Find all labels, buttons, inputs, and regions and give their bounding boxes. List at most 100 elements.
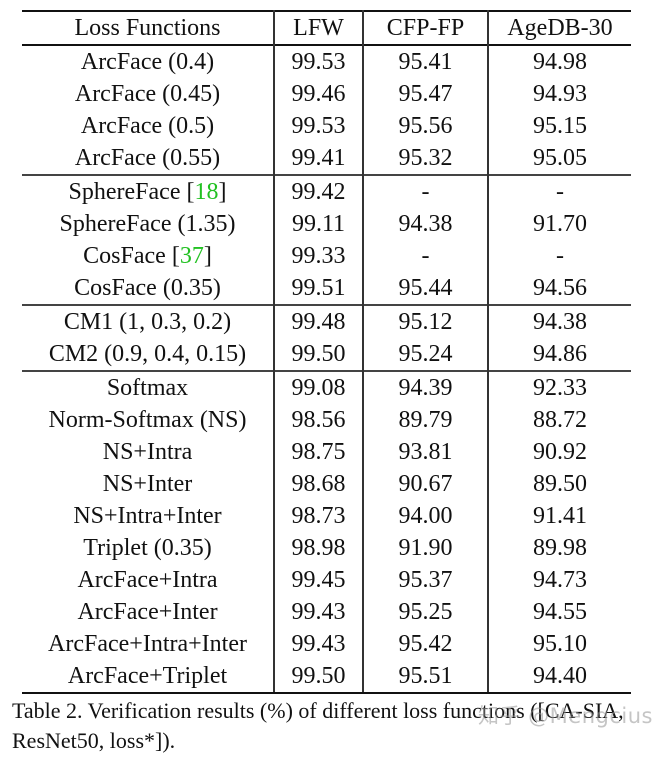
cell-lfw: 99.41 bbox=[273, 142, 363, 175]
cell-loss-function: ArcFace+Intra bbox=[22, 564, 274, 596]
cell-lfw: 98.56 bbox=[273, 404, 363, 436]
table-row: CM1 (1, 0.3, 0.2) 99.48 95.12 94.38 bbox=[22, 304, 631, 338]
table-row: ArcFace+Intra+Inter 99.43 95.42 95.10 bbox=[22, 628, 631, 660]
cell-agedb-30: 90.92 bbox=[487, 436, 631, 468]
cell-loss-function: ArcFace (0.4) bbox=[22, 45, 274, 78]
cell-lfw: 99.11 bbox=[273, 208, 363, 240]
cell-agedb-30: 91.70 bbox=[487, 208, 631, 240]
cell-agedb-30: 95.15 bbox=[487, 110, 631, 142]
cell-cfp-fp: 95.47 bbox=[362, 78, 488, 110]
cell-cfp-fp: 94.00 bbox=[362, 500, 488, 532]
cell-cfp-fp: 95.12 bbox=[362, 304, 488, 338]
cell-cfp-fp: 95.32 bbox=[362, 142, 488, 175]
cell-cfp-fp: 95.44 bbox=[362, 272, 488, 305]
loss-name: ArcFace+Intra+Inter bbox=[48, 631, 247, 657]
cell-loss-function: NS+Intra bbox=[22, 436, 274, 468]
loss-name: ArcFace (0.45) bbox=[74, 81, 221, 107]
cell-cfp-fp: 89.79 bbox=[362, 404, 488, 436]
cell-agedb-30: 94.55 bbox=[487, 596, 631, 628]
table-row: ArcFace (0.55) 99.41 95.32 95.05 bbox=[22, 142, 631, 175]
cell-agedb-30: 94.98 bbox=[487, 45, 631, 78]
cell-lfw: 99.53 bbox=[273, 110, 363, 142]
cell-lfw: 99.45 bbox=[273, 564, 363, 596]
cell-agedb-30: 88.72 bbox=[487, 404, 631, 436]
table-row: Triplet (0.35) 98.98 91.90 89.98 bbox=[22, 532, 631, 564]
cell-agedb-30: 91.41 bbox=[487, 500, 631, 532]
loss-name: NS+Intra bbox=[102, 439, 193, 465]
watermark: 知乎 @Mengcius bbox=[478, 704, 653, 728]
cell-agedb-30: 94.38 bbox=[487, 304, 631, 338]
cell-cfp-fp: 95.51 bbox=[362, 660, 488, 694]
cell-cfp-fp: 95.24 bbox=[362, 338, 488, 371]
table-caption: Table 2. Verification results (%) of dif… bbox=[12, 698, 624, 753]
cell-agedb-30: 94.86 bbox=[487, 338, 631, 371]
results-table: Loss Functions LFW CFP-FP AgeDB-30 ArcFa… bbox=[22, 10, 631, 694]
loss-name: SphereFace (1.35) bbox=[59, 211, 236, 237]
cell-loss-function: Triplet (0.35) bbox=[22, 532, 274, 564]
header-loss-functions: Loss Functions bbox=[74, 15, 221, 41]
loss-name: ArcFace (0.5) bbox=[80, 113, 215, 139]
table-row: Softmax 99.08 94.39 92.33 bbox=[22, 370, 631, 404]
cell-lfw: 98.98 bbox=[273, 532, 363, 564]
header-cfp-fp: CFP-FP bbox=[362, 11, 488, 45]
cell-cfp-fp: 95.41 bbox=[362, 45, 488, 78]
table-row: ArcFace (0.5) 99.53 95.56 95.15 bbox=[22, 110, 631, 142]
loss-name: NS+Inter bbox=[102, 471, 193, 497]
cell-lfw: 98.75 bbox=[273, 436, 363, 468]
cell-cfp-fp: 94.39 bbox=[362, 370, 488, 404]
cell-agedb-30: - bbox=[487, 240, 631, 272]
table-row: NS+Intra+Inter 98.73 94.00 91.41 bbox=[22, 500, 631, 532]
loss-name: CosFace bbox=[83, 243, 166, 269]
cell-loss-function: SphereFace (1.35) bbox=[22, 208, 274, 240]
cell-agedb-30: 94.56 bbox=[487, 272, 631, 305]
table-row: CosFace (0.35) 99.51 95.44 94.56 bbox=[22, 272, 631, 305]
loss-name: Softmax bbox=[106, 375, 189, 401]
cell-agedb-30: 95.10 bbox=[487, 628, 631, 660]
table-row: ArcFace+Inter 99.43 95.25 94.55 bbox=[22, 596, 631, 628]
cell-agedb-30: 92.33 bbox=[487, 370, 631, 404]
loss-name: SphereFace bbox=[68, 179, 181, 205]
loss-name: Norm-Softmax (NS) bbox=[48, 407, 247, 433]
loss-name: NS+Intra+Inter bbox=[73, 503, 222, 529]
cell-cfp-fp: 95.42 bbox=[362, 628, 488, 660]
cell-loss-function: CosFace (0.35) bbox=[22, 272, 274, 305]
cell-agedb-30: 95.05 bbox=[487, 142, 631, 175]
cell-cfp-fp: 93.81 bbox=[362, 436, 488, 468]
table-row: ArcFace+Intra 99.45 95.37 94.73 bbox=[22, 564, 631, 596]
table-row: NS+Inter 98.68 90.67 89.50 bbox=[22, 468, 631, 500]
citation-link[interactable]: 37 bbox=[179, 243, 204, 269]
cell-agedb-30: 89.50 bbox=[487, 468, 631, 500]
cell-lfw: 99.08 bbox=[273, 370, 363, 404]
header-lfw: LFW bbox=[273, 11, 363, 45]
loss-name: CM1 (1, 0.3, 0.2) bbox=[63, 309, 232, 335]
cell-loss-function: ArcFace (0.45) bbox=[22, 78, 274, 110]
cell-lfw: 99.48 bbox=[273, 304, 363, 338]
loss-name: ArcFace (0.55) bbox=[74, 145, 221, 171]
cell-loss-function: ArcFace+Inter bbox=[22, 596, 274, 628]
cell-cfp-fp: 94.38 bbox=[362, 208, 488, 240]
citation-link[interactable]: 18 bbox=[194, 179, 219, 205]
cell-agedb-30: 89.98 bbox=[487, 532, 631, 564]
loss-name: CM2 (0.9, 0.4, 0.15) bbox=[48, 341, 247, 367]
cell-lfw: 99.50 bbox=[273, 338, 363, 371]
cell-lfw: 98.73 bbox=[273, 500, 363, 532]
cell-loss-function: ArcFace (0.5) bbox=[22, 110, 274, 142]
table-row: CM2 (0.9, 0.4, 0.15) 99.50 95.24 94.86 bbox=[22, 338, 631, 371]
cell-lfw: 99.43 bbox=[273, 628, 363, 660]
cell-lfw: 99.53 bbox=[273, 45, 363, 78]
cell-loss-function: NS+Inter bbox=[22, 468, 274, 500]
cell-loss-function: Norm-Softmax (NS) bbox=[22, 404, 274, 436]
loss-name: Triplet (0.35) bbox=[83, 535, 212, 561]
cell-loss-function: CosFace [37] bbox=[83, 243, 212, 269]
cell-loss-function: ArcFace+Triplet bbox=[22, 660, 274, 694]
table-row: NS+Intra 98.75 93.81 90.92 bbox=[22, 436, 631, 468]
cell-cfp-fp: 95.25 bbox=[362, 596, 488, 628]
cell-lfw: 99.46 bbox=[273, 78, 363, 110]
cell-loss-function: SphereFace [18] bbox=[22, 174, 274, 208]
cell-lfw: 99.50 bbox=[273, 660, 363, 694]
cell-lfw: 99.51 bbox=[273, 272, 363, 305]
cell-loss-function: CM1 (1, 0.3, 0.2) bbox=[22, 304, 274, 338]
cell-loss-function: ArcFace (0.55) bbox=[22, 142, 274, 175]
cell-cfp-fp: - bbox=[362, 174, 488, 208]
loss-name: CosFace (0.35) bbox=[74, 275, 221, 301]
